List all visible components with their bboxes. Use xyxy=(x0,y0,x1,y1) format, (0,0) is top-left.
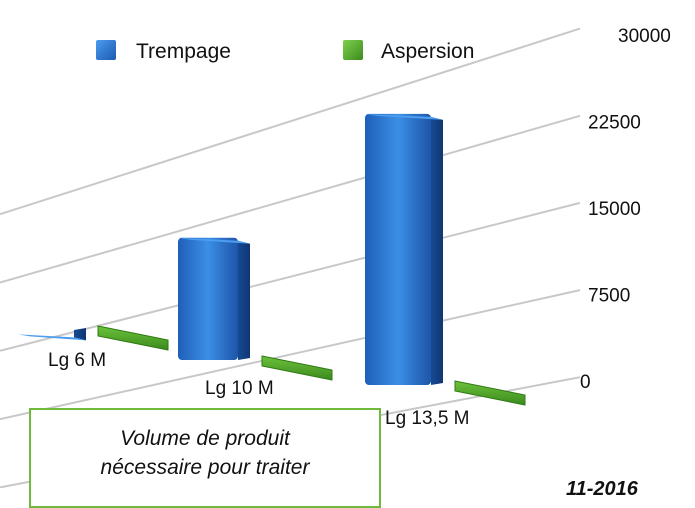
bar-aspersion xyxy=(261,355,333,381)
legend-swatch-aspersion xyxy=(343,40,363,60)
annotation-line-1: Volume de produit xyxy=(120,427,290,450)
bar-trempage xyxy=(178,237,238,360)
y-tick-label: 0 xyxy=(580,372,591,393)
x-category-label: Lg 13,5 M xyxy=(385,408,470,429)
footer-date: 11-2016 xyxy=(566,478,638,500)
y-tick-label: 30000 xyxy=(618,26,671,47)
bar-trempage-top xyxy=(18,334,86,341)
gridline xyxy=(0,114,581,284)
bar-trempage-top xyxy=(365,113,443,120)
annotation-line-2: nécessaire pour traiter xyxy=(100,456,310,479)
bar-aspersion xyxy=(97,325,169,351)
bar-trempage-side xyxy=(74,328,86,341)
bar-trempage-side xyxy=(238,240,250,360)
gridline xyxy=(0,201,581,352)
bar-trempage-side xyxy=(431,116,443,385)
bar-chart: 0 7500 15000 22500 30000 Lg 6 M Lg 10 M Lg 13,… xyxy=(0,26,671,488)
y-tick-label: 22500 xyxy=(588,113,641,134)
x-category-label: Lg 10 M xyxy=(205,378,274,399)
bar-trempage-top xyxy=(178,237,250,244)
bar-aspersion xyxy=(454,380,526,406)
legend-label-aspersion: Aspersion xyxy=(381,40,474,63)
y-tick-label: 7500 xyxy=(588,286,630,307)
y-tick-label: 15000 xyxy=(588,199,641,220)
gridline xyxy=(0,289,581,421)
legend-swatch-trempage xyxy=(96,40,116,60)
bar-trempage xyxy=(365,113,431,386)
annotation-box: Volume de produit nécessaire pour traite… xyxy=(29,408,381,508)
legend-label-trempage: Trempage xyxy=(136,40,231,63)
gridline xyxy=(0,27,581,216)
x-category-label: Lg 6 M xyxy=(48,350,106,371)
